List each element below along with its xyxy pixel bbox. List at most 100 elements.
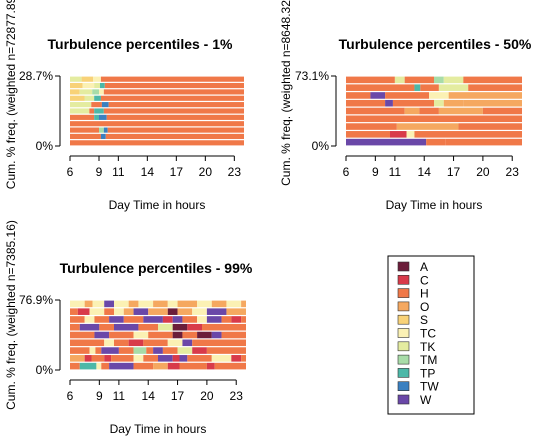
legend-label: O — [420, 300, 429, 314]
segment-W — [101, 347, 119, 354]
segment-H — [89, 108, 95, 114]
segment-TC — [96, 362, 102, 370]
segment-TW — [100, 133, 106, 140]
x-tick-label: 20 — [199, 165, 213, 179]
x-tick-label: 6 — [343, 165, 350, 179]
segment-H — [192, 339, 246, 347]
segment-S — [70, 89, 80, 95]
segment-TC — [70, 300, 85, 308]
segment-TK — [158, 323, 173, 331]
segment-O — [153, 300, 168, 308]
segment-H — [111, 355, 134, 362]
segment-TC — [211, 355, 232, 362]
segment-H — [414, 131, 522, 138]
segment-H — [182, 316, 198, 323]
segment-TW — [103, 127, 108, 133]
y-axis-label: Cum. % freq. (weighted n=72877.89) — [4, 0, 18, 189]
segment-H — [103, 89, 244, 95]
segment-TC — [93, 76, 101, 82]
segment-H — [463, 76, 522, 84]
segment-H — [385, 92, 430, 99]
legend-label: H — [420, 287, 429, 301]
segment-W — [104, 300, 114, 308]
x-tick-label: 23 — [506, 165, 520, 179]
segment-TM — [434, 76, 444, 84]
segment-H — [70, 121, 244, 127]
segment-C — [231, 355, 242, 362]
segment-H — [182, 331, 198, 339]
segment-TC — [429, 92, 449, 99]
segment-W — [158, 355, 173, 362]
segment-H — [107, 127, 244, 133]
segment-H — [346, 84, 415, 91]
segment-H — [221, 331, 246, 339]
segment-H — [214, 362, 246, 370]
segment-TC — [89, 308, 105, 315]
segment-H — [106, 114, 244, 120]
x-tick-label: 9 — [372, 165, 379, 179]
segment-H — [70, 362, 80, 370]
panel-2: Turbulence percentiles - 50% 0% 73.1% 6 9 11 1… — [279, 0, 532, 212]
segment-A — [172, 323, 188, 331]
segment-H — [346, 131, 390, 138]
y-tick-label: 73.1% — [295, 69, 329, 83]
segment-H — [100, 76, 245, 82]
segment-TK — [70, 108, 90, 114]
segment-H — [221, 316, 232, 323]
x-axis-label: Day Time in hours — [109, 198, 206, 212]
legend-swatch — [397, 394, 410, 405]
segment-H — [100, 95, 245, 101]
segment-W — [172, 316, 183, 323]
segment-TC — [406, 131, 415, 138]
segment-W — [94, 331, 110, 339]
segment-H — [114, 339, 129, 347]
x-tick-label: 17 — [171, 389, 185, 403]
segment-C — [162, 316, 173, 323]
segment-TM — [92, 89, 99, 95]
segment-H — [101, 362, 110, 370]
segment-TC — [197, 300, 212, 308]
segment-H — [70, 316, 85, 323]
segment-W — [182, 339, 193, 347]
segment-H — [346, 115, 522, 123]
segment-H — [346, 76, 395, 84]
segment-H — [108, 102, 244, 108]
segment-C — [192, 347, 207, 354]
legend-label: C — [420, 273, 429, 287]
segment-TC — [226, 300, 242, 308]
segment-TK — [70, 102, 92, 108]
segment-S — [70, 95, 85, 101]
segment-TP — [414, 84, 421, 91]
segment-A — [167, 308, 178, 315]
segment-H — [70, 347, 90, 354]
segment-A — [197, 331, 212, 339]
segment-O — [153, 362, 168, 370]
x-tick-label: 20 — [476, 165, 490, 179]
segment-C — [84, 355, 92, 362]
segment-O — [438, 107, 483, 115]
segment-TP — [79, 362, 97, 370]
segment-O — [448, 92, 522, 99]
segment-H — [70, 133, 101, 140]
segment-H — [143, 355, 158, 362]
segment-W — [385, 99, 393, 107]
legend-swatch — [397, 301, 410, 312]
segment-H — [346, 123, 397, 130]
panel-3: Turbulence percentiles - 99% 0% 76.9% 6 9 11 1… — [4, 220, 253, 436]
x-tick-label: 17 — [447, 165, 461, 179]
segment-H — [91, 355, 105, 362]
segment-H — [202, 323, 246, 331]
segment-H — [109, 331, 134, 339]
x-tick-label: 23 — [228, 165, 242, 179]
segment-TK — [84, 95, 95, 101]
segment-O — [463, 99, 522, 107]
segment-W — [370, 92, 386, 99]
segment-W — [143, 316, 163, 323]
segment-H — [70, 114, 95, 120]
segment-O — [128, 300, 139, 308]
x-tick-label: 6 — [67, 165, 74, 179]
segment-TP — [94, 114, 99, 120]
segment-TK — [438, 84, 469, 91]
segment-H — [392, 99, 434, 107]
segment-TK — [177, 347, 193, 354]
